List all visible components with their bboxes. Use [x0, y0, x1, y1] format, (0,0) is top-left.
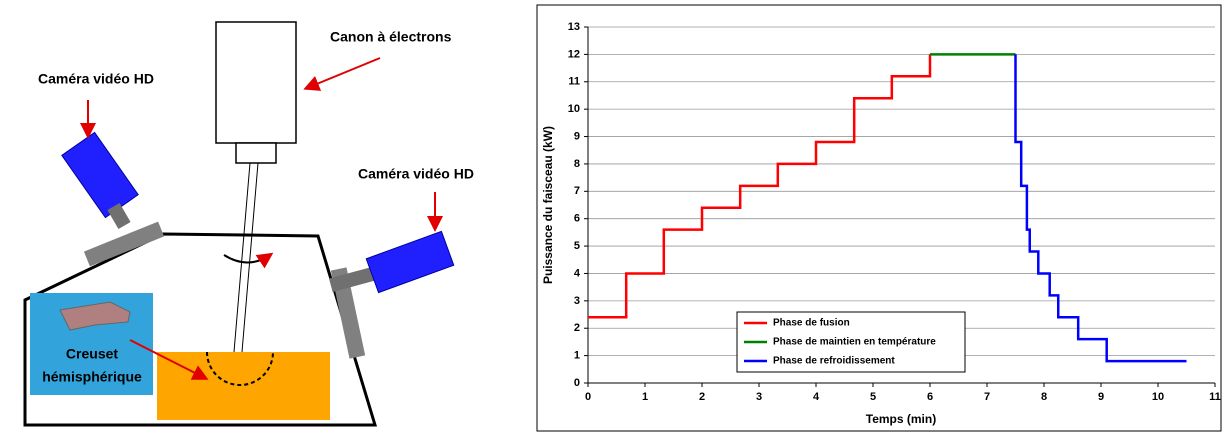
- camera-label: Caméra vidéo HD: [38, 71, 154, 87]
- y-tick-label: 5: [574, 240, 580, 252]
- camera-left-arm: [83, 221, 165, 267]
- series-line: [588, 54, 932, 319]
- crucible: [206, 351, 274, 386]
- series-line: [1014, 54, 1187, 363]
- x-tick-label: 2: [699, 391, 705, 403]
- y-tick-label: 0: [574, 377, 580, 389]
- x-tick-label: 0: [585, 391, 591, 403]
- x-tick-label: 9: [1098, 391, 1104, 403]
- legend-label: Phase de fusion: [773, 318, 850, 329]
- x-tick-label: 8: [1041, 391, 1047, 403]
- gun-nozzle: [235, 142, 277, 164]
- y-tick-label: 7: [574, 185, 580, 197]
- y-tick-label: 9: [574, 130, 580, 142]
- beam: [241, 162, 259, 353]
- y-tick-label: 4: [574, 267, 581, 279]
- rotation-arrow: [223, 252, 274, 269]
- crucible-icon: [59, 301, 131, 331]
- x-tick-label: 4: [813, 391, 820, 403]
- y-tick-label: 3: [574, 295, 580, 307]
- electron-gun: [215, 21, 297, 144]
- beam: [233, 162, 251, 353]
- x-tick-label: 5: [870, 391, 876, 403]
- x-axis-label: Temps (min): [866, 412, 936, 426]
- legend: [736, 311, 966, 373]
- crucible-label: Creuset: [66, 346, 118, 362]
- legend-label: Phase de maintien en température: [773, 337, 936, 348]
- x-tick-label: 7: [984, 391, 990, 403]
- y-tick-label: 8: [574, 158, 580, 170]
- y-tick-label: 11: [568, 76, 580, 88]
- camera-right: [365, 230, 455, 294]
- y-tick-label: 13: [568, 21, 580, 33]
- arrow: [129, 339, 209, 380]
- x-tick-label: 6: [927, 391, 933, 403]
- x-tick-label: 3: [756, 391, 762, 403]
- gun-label: Canon à électrons: [330, 29, 452, 45]
- melt-pool: [157, 352, 330, 420]
- y-tick-label: 10: [568, 103, 580, 115]
- crucible-label: hémisphérique: [42, 369, 142, 385]
- y-tick-label: 1: [574, 350, 580, 362]
- legend-label: Phase de refroidissement: [773, 356, 895, 367]
- camera-right-arm: [330, 267, 366, 359]
- camera-left: [61, 131, 139, 219]
- y-axis-label: Puissance du faisceau (kW): [541, 126, 555, 284]
- diagram: Canon à électrons Caméra vidéo HD Caméra…: [23, 21, 474, 427]
- y-tick-label: 12: [568, 48, 580, 60]
- x-tick-label: 1: [642, 391, 648, 403]
- camera-label: Caméra vidéo HD: [358, 166, 474, 182]
- camera-right-mount: [329, 266, 379, 292]
- x-tick-label: 10: [1152, 391, 1164, 403]
- camera-left-mount: [107, 202, 131, 230]
- x-tick-label: 11: [1209, 391, 1221, 403]
- arrow: [303, 57, 381, 91]
- y-tick-label: 6: [574, 213, 580, 225]
- y-tick-label: 2: [574, 322, 580, 334]
